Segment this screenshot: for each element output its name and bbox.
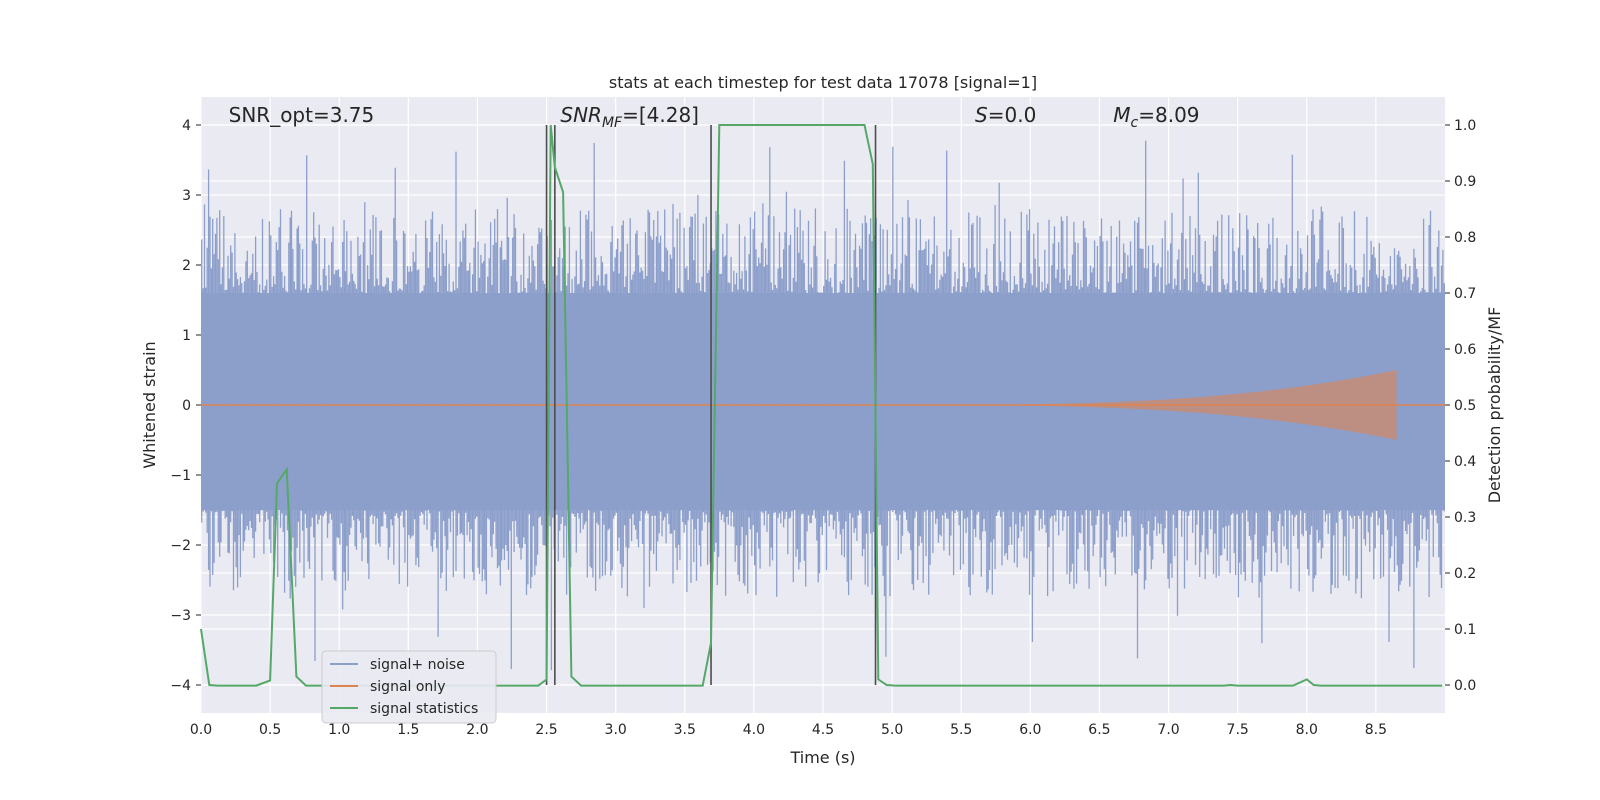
x-tick-label: 0.5: [259, 722, 281, 738]
x-tick-label: 2.0: [466, 722, 488, 738]
x-tick-label: 8.5: [1365, 722, 1387, 738]
left-tick-label: −3: [170, 608, 191, 624]
right-tick-label: 0.3: [1454, 510, 1476, 526]
left-axis-label: Whitened strain: [140, 341, 159, 468]
x-tick-label: 4.5: [812, 722, 834, 738]
x-tick-label: 3.0: [605, 722, 627, 738]
signal-only-series: [201, 370, 1445, 440]
right-tick-label: 0.1: [1454, 622, 1476, 638]
signal-chirp: [892, 370, 1397, 440]
right-axis-label: Detection probability/MF: [1485, 307, 1504, 504]
left-tick-label: −2: [170, 538, 191, 554]
x-tick-label: 5.0: [881, 722, 903, 738]
right-tick-label: 0.7: [1454, 286, 1476, 302]
annotation-text: SNRMF=[4.28]: [560, 103, 699, 131]
left-tick-label: −1: [170, 468, 191, 484]
x-tick-label: 8.0: [1296, 722, 1318, 738]
x-tick-label: 6.5: [1088, 722, 1110, 738]
legend-label-signal: signal only: [370, 679, 445, 695]
right-tick-label: 1.0: [1454, 118, 1476, 134]
x-axis-ticks: 0.0 0.5 1.0 1.5 2.0 2.5 3.0 3.5 4.0 4.5 5.0 5.5 6.0 6…: [190, 722, 1387, 738]
x-tick-label: 7.5: [1227, 722, 1249, 738]
left-tick-label: −4: [170, 678, 191, 694]
left-tick-label: 1: [182, 328, 191, 344]
statistics-line: [200, 124, 1443, 687]
x-tick-label: 7.0: [1157, 722, 1179, 738]
annotation-text: SNR_opt=3.75: [229, 103, 375, 127]
x-tick-label: 4.0: [743, 722, 765, 738]
annotation-text: S=0.0: [975, 103, 1036, 127]
right-axis-ticks: 0.0 0.1 0.2 0.3 0.4 0.5 0.6 0.7 0.8 0.9 1.0: [1445, 118, 1476, 694]
right-tick-label: 0.5: [1454, 398, 1476, 414]
left-tick-label: 2: [182, 258, 191, 274]
left-axis-ticks: −4 −3 −2 −1 0 1 2 3 4: [170, 118, 201, 694]
x-tick-label: 2.5: [535, 722, 557, 738]
x-axis-label: Time (s): [789, 748, 855, 767]
legend-box: [321, 650, 497, 724]
x-tick-label: 3.5: [674, 722, 696, 738]
x-tick-label: 6.0: [1019, 722, 1041, 738]
right-tick-label: 0.4: [1454, 454, 1476, 470]
x-tick-label: 5.5: [950, 722, 972, 738]
x-tick-label: 1.0: [328, 722, 350, 738]
legend-label-noise: signal+ noise: [370, 657, 465, 673]
left-tick-label: 3: [182, 188, 191, 204]
right-tick-label: 0.2: [1454, 566, 1476, 582]
right-tick-label: 0.8: [1454, 230, 1476, 246]
annotations: SNR_opt=3.75 SNRMF=[4.28] S=0.0 Mc=8.09: [229, 103, 1200, 131]
left-tick-label: 0: [182, 398, 191, 414]
legend-label-statistics: signal statistics: [370, 701, 478, 717]
right-tick-label: 0.6: [1454, 342, 1476, 358]
x-tick-label: 0.0: [190, 722, 212, 738]
signal-statistics-series: [200, 124, 1443, 687]
x-tick-label: 1.5: [397, 722, 419, 738]
legend: signal+ noise signal only signal statist…: [321, 650, 497, 724]
chart-title: stats at each timestep for test data 170…: [609, 73, 1037, 92]
annotation-text: Mc=8.09: [1113, 103, 1199, 131]
right-tick-label: 0.0: [1454, 678, 1476, 694]
left-tick-label: 4: [182, 118, 191, 134]
right-tick-label: 0.9: [1454, 174, 1476, 190]
